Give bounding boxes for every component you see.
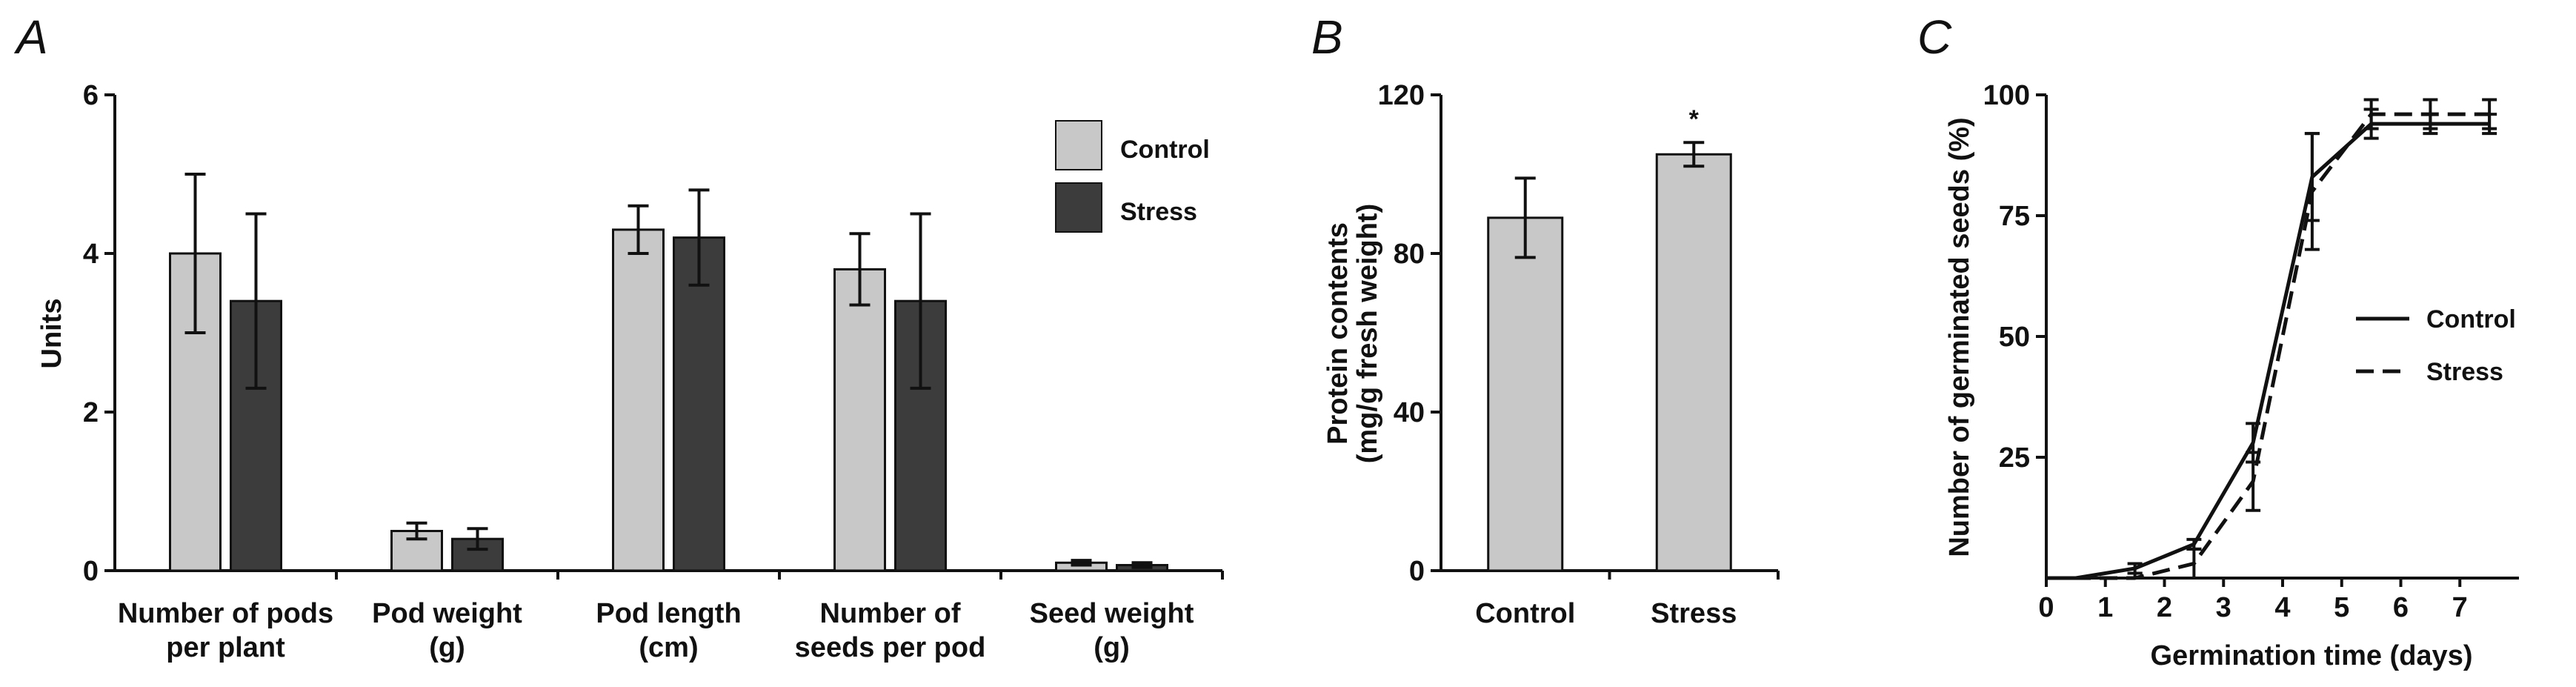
panel-c-y-tick-label: 25 — [1999, 442, 2030, 474]
panel-a-y-tick-label: 2 — [83, 397, 99, 428]
panel-c-line-stress — [2046, 112, 2490, 580]
panel-a-label: A — [13, 10, 48, 64]
panel-a-bar-stress — [673, 236, 725, 572]
panel-c-x-tick-label: 1 — [2097, 592, 2113, 623]
panel-a-y-tick-label: 4 — [83, 239, 99, 270]
legend-label-stress-c: Stress — [2426, 358, 2503, 386]
panel-b-bar — [1655, 153, 1732, 572]
panel-b-y-tick-label: 80 — [1394, 239, 1425, 270]
panel-b-y-tick-label: 120 — [1378, 80, 1425, 111]
panel-c-y-tick-label: 100 — [1983, 80, 2030, 111]
panel-c-y-title: Number of germinated seeds (%) — [1944, 117, 1975, 557]
panel-a-category-label: Pod length — [596, 598, 741, 629]
panel-a-y-tick-label: 6 — [83, 80, 99, 111]
legend-label-control-c: Control — [2426, 305, 2516, 333]
panel-a-category-label: Number of — [820, 598, 961, 629]
panel-c-y-tick-label: 75 — [1999, 201, 2030, 232]
panel-a-bar-control — [833, 268, 886, 572]
legend-label-stress: Stress — [1120, 198, 1197, 226]
panel-b-category-label: Stress — [1651, 598, 1737, 629]
panel-a-category-label: Seed weight — [1030, 598, 1194, 629]
panel-c-x-title: Germination time (days) — [2151, 640, 2473, 671]
panel-c-y-tick-label: 50 — [1999, 322, 2030, 353]
panel-c-x-tick-label: 5 — [2334, 592, 2349, 623]
panel-a-category-label: Pod weight — [372, 598, 522, 629]
panel-a-category-label: Number of pods — [118, 598, 333, 629]
panel-c-x-tick-label: 2 — [2157, 592, 2172, 623]
legend-swatch-control — [1055, 120, 1102, 170]
panel-b-y-title-line1: Protein contents — [1322, 222, 1354, 445]
panel-c-x-tick-label: 0 — [2038, 592, 2054, 623]
panel-c-x-tick-label: 4 — [2274, 592, 2290, 623]
panel-a-category-label: (cm) — [639, 632, 698, 663]
panel-c-label: C — [1917, 10, 1952, 64]
panel-c-line-control — [2046, 122, 2490, 580]
panel-a-y-tick-label: 0 — [83, 556, 99, 587]
legend-label-control: Control — [1120, 136, 1210, 164]
panel-b-y-tick-label: 40 — [1394, 397, 1425, 428]
panel-b-y-title-line2: (mg/g fresh weight) — [1352, 204, 1383, 463]
legend-swatch-stress — [1055, 182, 1102, 233]
panel-b-bar — [1487, 216, 1564, 572]
panel-c-x-tick-label: 7 — [2452, 592, 2468, 623]
panel-a-category-label: (g) — [1094, 632, 1130, 663]
panel-c-x-tick-label: 6 — [2393, 592, 2409, 623]
panel-a-category-label: (g) — [429, 632, 465, 663]
panel-b-label: B — [1311, 10, 1343, 64]
panel-a-category-label: per plant — [166, 632, 285, 663]
panel-b-category-label: Control — [1475, 598, 1575, 629]
panel-b: B Protein contents (mg/g fresh weight) 0… — [1311, 10, 1780, 629]
panel-a-category-label: seeds per pod — [795, 632, 986, 663]
panel-b-y-tick-label: 0 — [1409, 556, 1425, 587]
panel-c-x-tick-label: 3 — [2216, 592, 2231, 623]
panel-a-bar-control — [612, 228, 665, 572]
panel-c: C Number of germinated seeds (%) Germina… — [1917, 10, 2519, 671]
panel-b-significance-marker: * — [1689, 105, 1700, 133]
panel-a-y-title: Units — [36, 299, 67, 369]
